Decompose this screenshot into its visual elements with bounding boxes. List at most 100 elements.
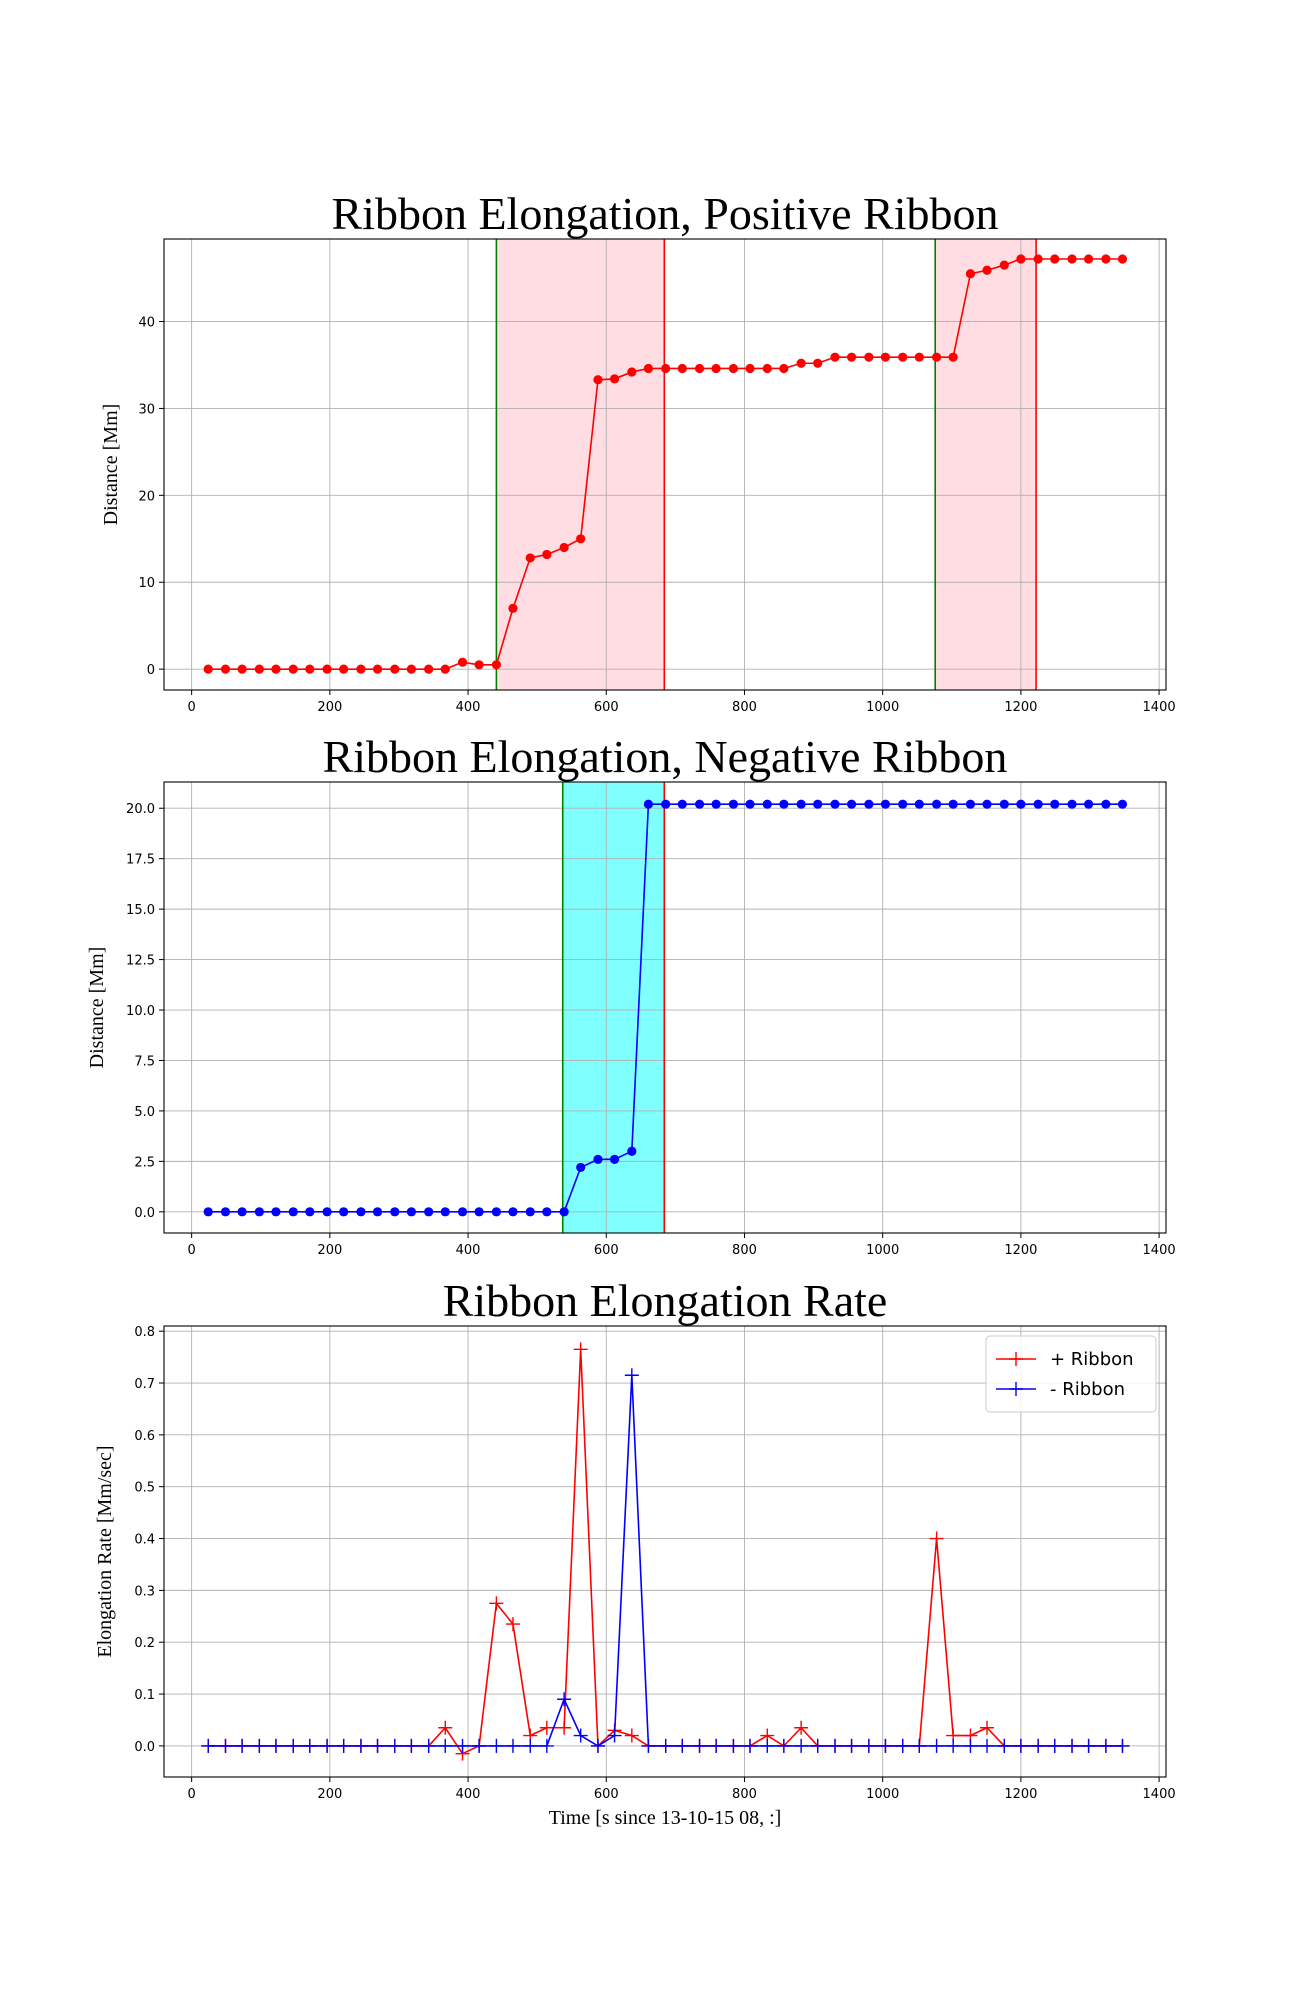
data-point: [1101, 254, 1111, 264]
data-point: [609, 374, 620, 384]
series-2: [201, 1368, 1130, 1753]
y-axis-label: Distance [Mm]: [86, 947, 108, 1069]
data-point: [406, 664, 416, 674]
x-tick-label: 1400: [1143, 700, 1176, 715]
data-point: [1101, 799, 1111, 809]
data-point: [372, 664, 383, 674]
data-point: [576, 1162, 586, 1173]
data-point: [692, 1738, 707, 1753]
x-tick-label: 1000: [866, 1787, 899, 1802]
data-point: [203, 1207, 213, 1217]
data-point: [861, 1738, 876, 1753]
data-point: [356, 664, 366, 674]
data-point: [948, 799, 958, 809]
data-point: [864, 352, 874, 362]
data-point: [1067, 254, 1077, 264]
data-point: [931, 799, 942, 809]
data-point: [474, 1207, 484, 1217]
y-tick-label: 40: [138, 316, 155, 331]
data-point: [390, 1207, 400, 1217]
data-point: [880, 352, 891, 362]
data-point: [965, 269, 976, 279]
y-tick-label: 0.6: [134, 1429, 155, 1444]
y-axis-label: Elongation Rate [Mm/sec]: [94, 1445, 116, 1657]
data-point: [288, 664, 298, 674]
data-point: [677, 363, 687, 374]
data-point: [728, 363, 739, 374]
data-point: [694, 363, 705, 374]
x-tick-label: 800: [732, 700, 757, 715]
data-point: [776, 1738, 791, 1753]
data-point: [1033, 799, 1043, 809]
data-point: [1117, 799, 1128, 809]
data-point: [643, 799, 654, 809]
data-point: [965, 799, 976, 809]
data-point: [593, 1154, 603, 1164]
data-point: [931, 352, 942, 362]
x-tick-label: 600: [594, 700, 619, 715]
x-tick-label: 0: [188, 1243, 196, 1258]
y-tick-label: 12.5: [126, 954, 155, 969]
data-point: [1016, 254, 1026, 264]
data-point: [742, 1738, 757, 1753]
data-point: [525, 553, 535, 563]
data-point: [794, 1720, 809, 1735]
x-tick-label: 1400: [1143, 1243, 1176, 1258]
y-tick-label: 5.0: [134, 1105, 155, 1120]
y-tick-label: 17.5: [126, 853, 155, 868]
data-point: [1050, 254, 1060, 264]
data-point: [457, 1207, 468, 1217]
data-point: [557, 1692, 572, 1707]
legend-marker: [1009, 1352, 1023, 1366]
data-point: [339, 664, 349, 674]
data-point: [999, 260, 1009, 270]
y-tick-label: 0.8: [134, 1325, 155, 1340]
data-point: [220, 1207, 231, 1217]
data-point: [895, 1738, 910, 1753]
chart-1: 0 200 400 600 800 1000 1200 1400 0 10 20 30 40 Ribbon…: [100, 188, 1176, 715]
data-point: [220, 664, 231, 674]
data-point: [846, 799, 857, 809]
x-tick-label: 0: [188, 700, 196, 715]
data-point: [387, 1738, 402, 1753]
data-point: [1031, 1738, 1046, 1753]
chart-3: 0 200 400 600 800 1000 1200 1400 0.0 0.1 0.2 0.3 0.4…: [94, 1275, 1176, 1829]
y-tick-label: 2.5: [134, 1155, 155, 1170]
plot-frame: [163, 238, 1167, 691]
y-tick-label: 0.7: [134, 1377, 155, 1392]
data-point: [627, 1146, 637, 1156]
data-point: [590, 1738, 605, 1753]
data-point: [898, 799, 908, 809]
legend-entry-label: + Ribbon: [1050, 1349, 1134, 1370]
y-tick-label: 10: [138, 576, 155, 591]
legend-marker: [1009, 1382, 1023, 1396]
data-point: [576, 534, 586, 544]
data-point: [1067, 799, 1077, 809]
data-point: [1050, 799, 1060, 809]
x-axis-label: Time [s since 13-10-15 08, :]: [549, 1807, 782, 1829]
data-point: [455, 1738, 470, 1753]
data-point: [609, 1154, 620, 1164]
data-point: [1047, 1738, 1062, 1753]
data-point: [305, 664, 315, 674]
y-tick-label: 0.5: [134, 1481, 155, 1496]
y-tick-label: 15.0: [126, 903, 155, 918]
data-point: [271, 1207, 281, 1217]
data-point: [440, 664, 450, 674]
y-tick-label: 0.0: [134, 1740, 155, 1755]
data-point: [557, 1720, 572, 1735]
series-line: [208, 1375, 1123, 1747]
data-point: [982, 265, 992, 275]
data-point: [912, 1738, 927, 1753]
data-point: [830, 799, 840, 809]
data-point: [796, 358, 806, 368]
legend-entry-label: - Ribbon: [1050, 1379, 1125, 1400]
y-tick-label: 0: [147, 663, 155, 678]
data-point: [440, 1207, 450, 1217]
y-tick-label: 30: [138, 402, 155, 417]
data-point: [658, 1738, 673, 1753]
data-point: [709, 1738, 724, 1753]
data-point: [796, 799, 806, 809]
data-point: [235, 1738, 250, 1753]
data-point: [593, 375, 603, 385]
